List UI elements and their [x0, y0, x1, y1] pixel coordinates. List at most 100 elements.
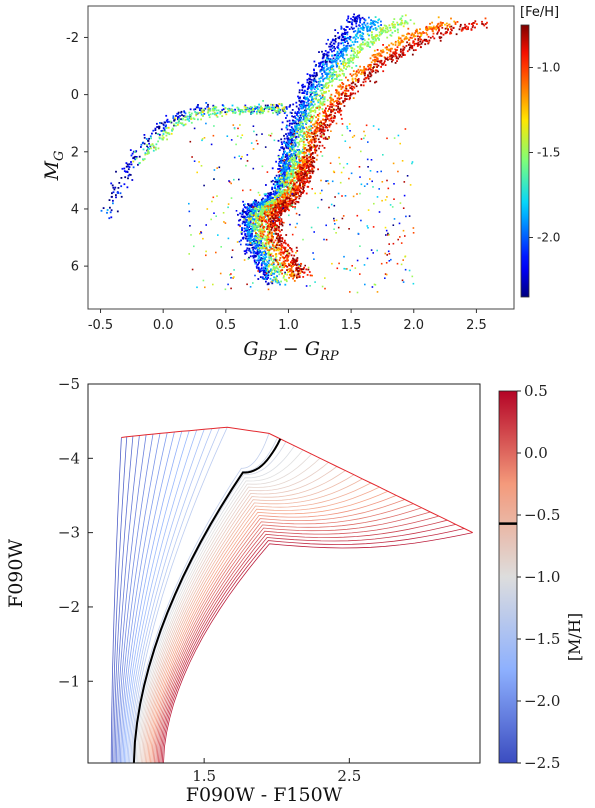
star-point: [381, 62, 383, 65]
star-point: [328, 108, 330, 111]
star-point: [418, 36, 421, 38]
star-point: [321, 75, 324, 77]
star-point: [133, 156, 135, 159]
star-point: [397, 44, 400, 47]
star-point: [190, 114, 192, 117]
star-point: [241, 229, 243, 231]
star-point: [262, 203, 265, 205]
star-point: [355, 79, 357, 82]
star-point: [338, 37, 341, 40]
star-point: [211, 108, 214, 111]
star-point: [287, 147, 290, 150]
star-point: [278, 183, 280, 185]
star-point: [421, 32, 423, 35]
star-point: [284, 168, 287, 171]
star-point: [254, 210, 257, 212]
star-point: [343, 31, 346, 34]
star-point: [437, 26, 440, 29]
star-point: [322, 137, 325, 140]
star-point: [295, 155, 298, 157]
star-point: [299, 272, 302, 275]
star-point: [281, 196, 284, 198]
star-point: [339, 60, 342, 62]
star-point: [370, 74, 373, 77]
star-point: [229, 109, 231, 112]
star-point: [308, 149, 310, 151]
star-point: [242, 200, 244, 203]
star-point: [292, 162, 295, 165]
star-point: [342, 100, 344, 103]
star-point: [247, 221, 250, 223]
star-point: [256, 244, 259, 247]
star-point: [298, 112, 300, 114]
star-point: [410, 33, 413, 36]
star-point: [316, 85, 318, 87]
star-point: [459, 25, 462, 28]
star-point: [374, 35, 377, 38]
star-point: [214, 113, 216, 116]
star-point: [367, 45, 370, 48]
star-point: [271, 272, 274, 275]
star-point: [276, 212, 279, 215]
star-point: [258, 202, 261, 204]
star-point: [299, 172, 302, 175]
star-point: [408, 38, 411, 41]
star-point: [336, 54, 339, 57]
star-point: [255, 259, 258, 262]
star-point: [244, 229, 247, 232]
star-point: [336, 75, 338, 78]
star-point: [278, 158, 281, 160]
star-point: [287, 176, 290, 179]
star-point: [416, 30, 419, 33]
star-point: [340, 68, 342, 71]
star-point: [346, 61, 349, 64]
star-point: [371, 54, 374, 57]
star-point: [283, 167, 286, 170]
star-point: [329, 97, 332, 99]
star-point: [309, 118, 311, 120]
star-point: [281, 193, 284, 196]
star-point: [302, 188, 304, 191]
star-point: [283, 278, 286, 281]
star-point: [389, 34, 392, 36]
star-point: [285, 145, 288, 148]
star-point: [384, 46, 387, 49]
star-point: [244, 224, 246, 227]
star-point: [403, 46, 406, 49]
star-point: [257, 248, 259, 251]
star-point: [345, 45, 348, 47]
star-point: [294, 186, 297, 189]
star-point: [346, 59, 349, 61]
star-point: [182, 124, 185, 127]
star-point: [255, 201, 257, 204]
star-point: [375, 60, 378, 62]
star-point: [180, 110, 183, 113]
star-point: [337, 96, 340, 99]
star-point: [345, 98, 348, 100]
star-point: [332, 42, 335, 45]
star-point: [315, 127, 318, 130]
star-point: [251, 111, 254, 114]
star-point: [286, 254, 288, 257]
star-point: [409, 19, 412, 21]
star-point: [293, 141, 296, 144]
star-point: [247, 107, 250, 110]
star-point: [285, 203, 288, 206]
star-point: [246, 221, 249, 224]
star-point: [284, 283, 287, 286]
star-point: [302, 177, 305, 180]
star-point: [276, 213, 279, 216]
star-point: [368, 16, 370, 19]
star-point: [343, 89, 346, 92]
star-point: [289, 104, 292, 106]
star-point: [270, 257, 273, 260]
star-point: [315, 95, 318, 98]
star-point: [279, 240, 282, 243]
star-point: [250, 111, 252, 114]
star-point: [295, 124, 298, 127]
star-point: [264, 201, 266, 204]
star-point: [332, 72, 334, 75]
star-point: [282, 201, 285, 204]
star-point: [297, 171, 300, 174]
star-point: [331, 84, 333, 87]
